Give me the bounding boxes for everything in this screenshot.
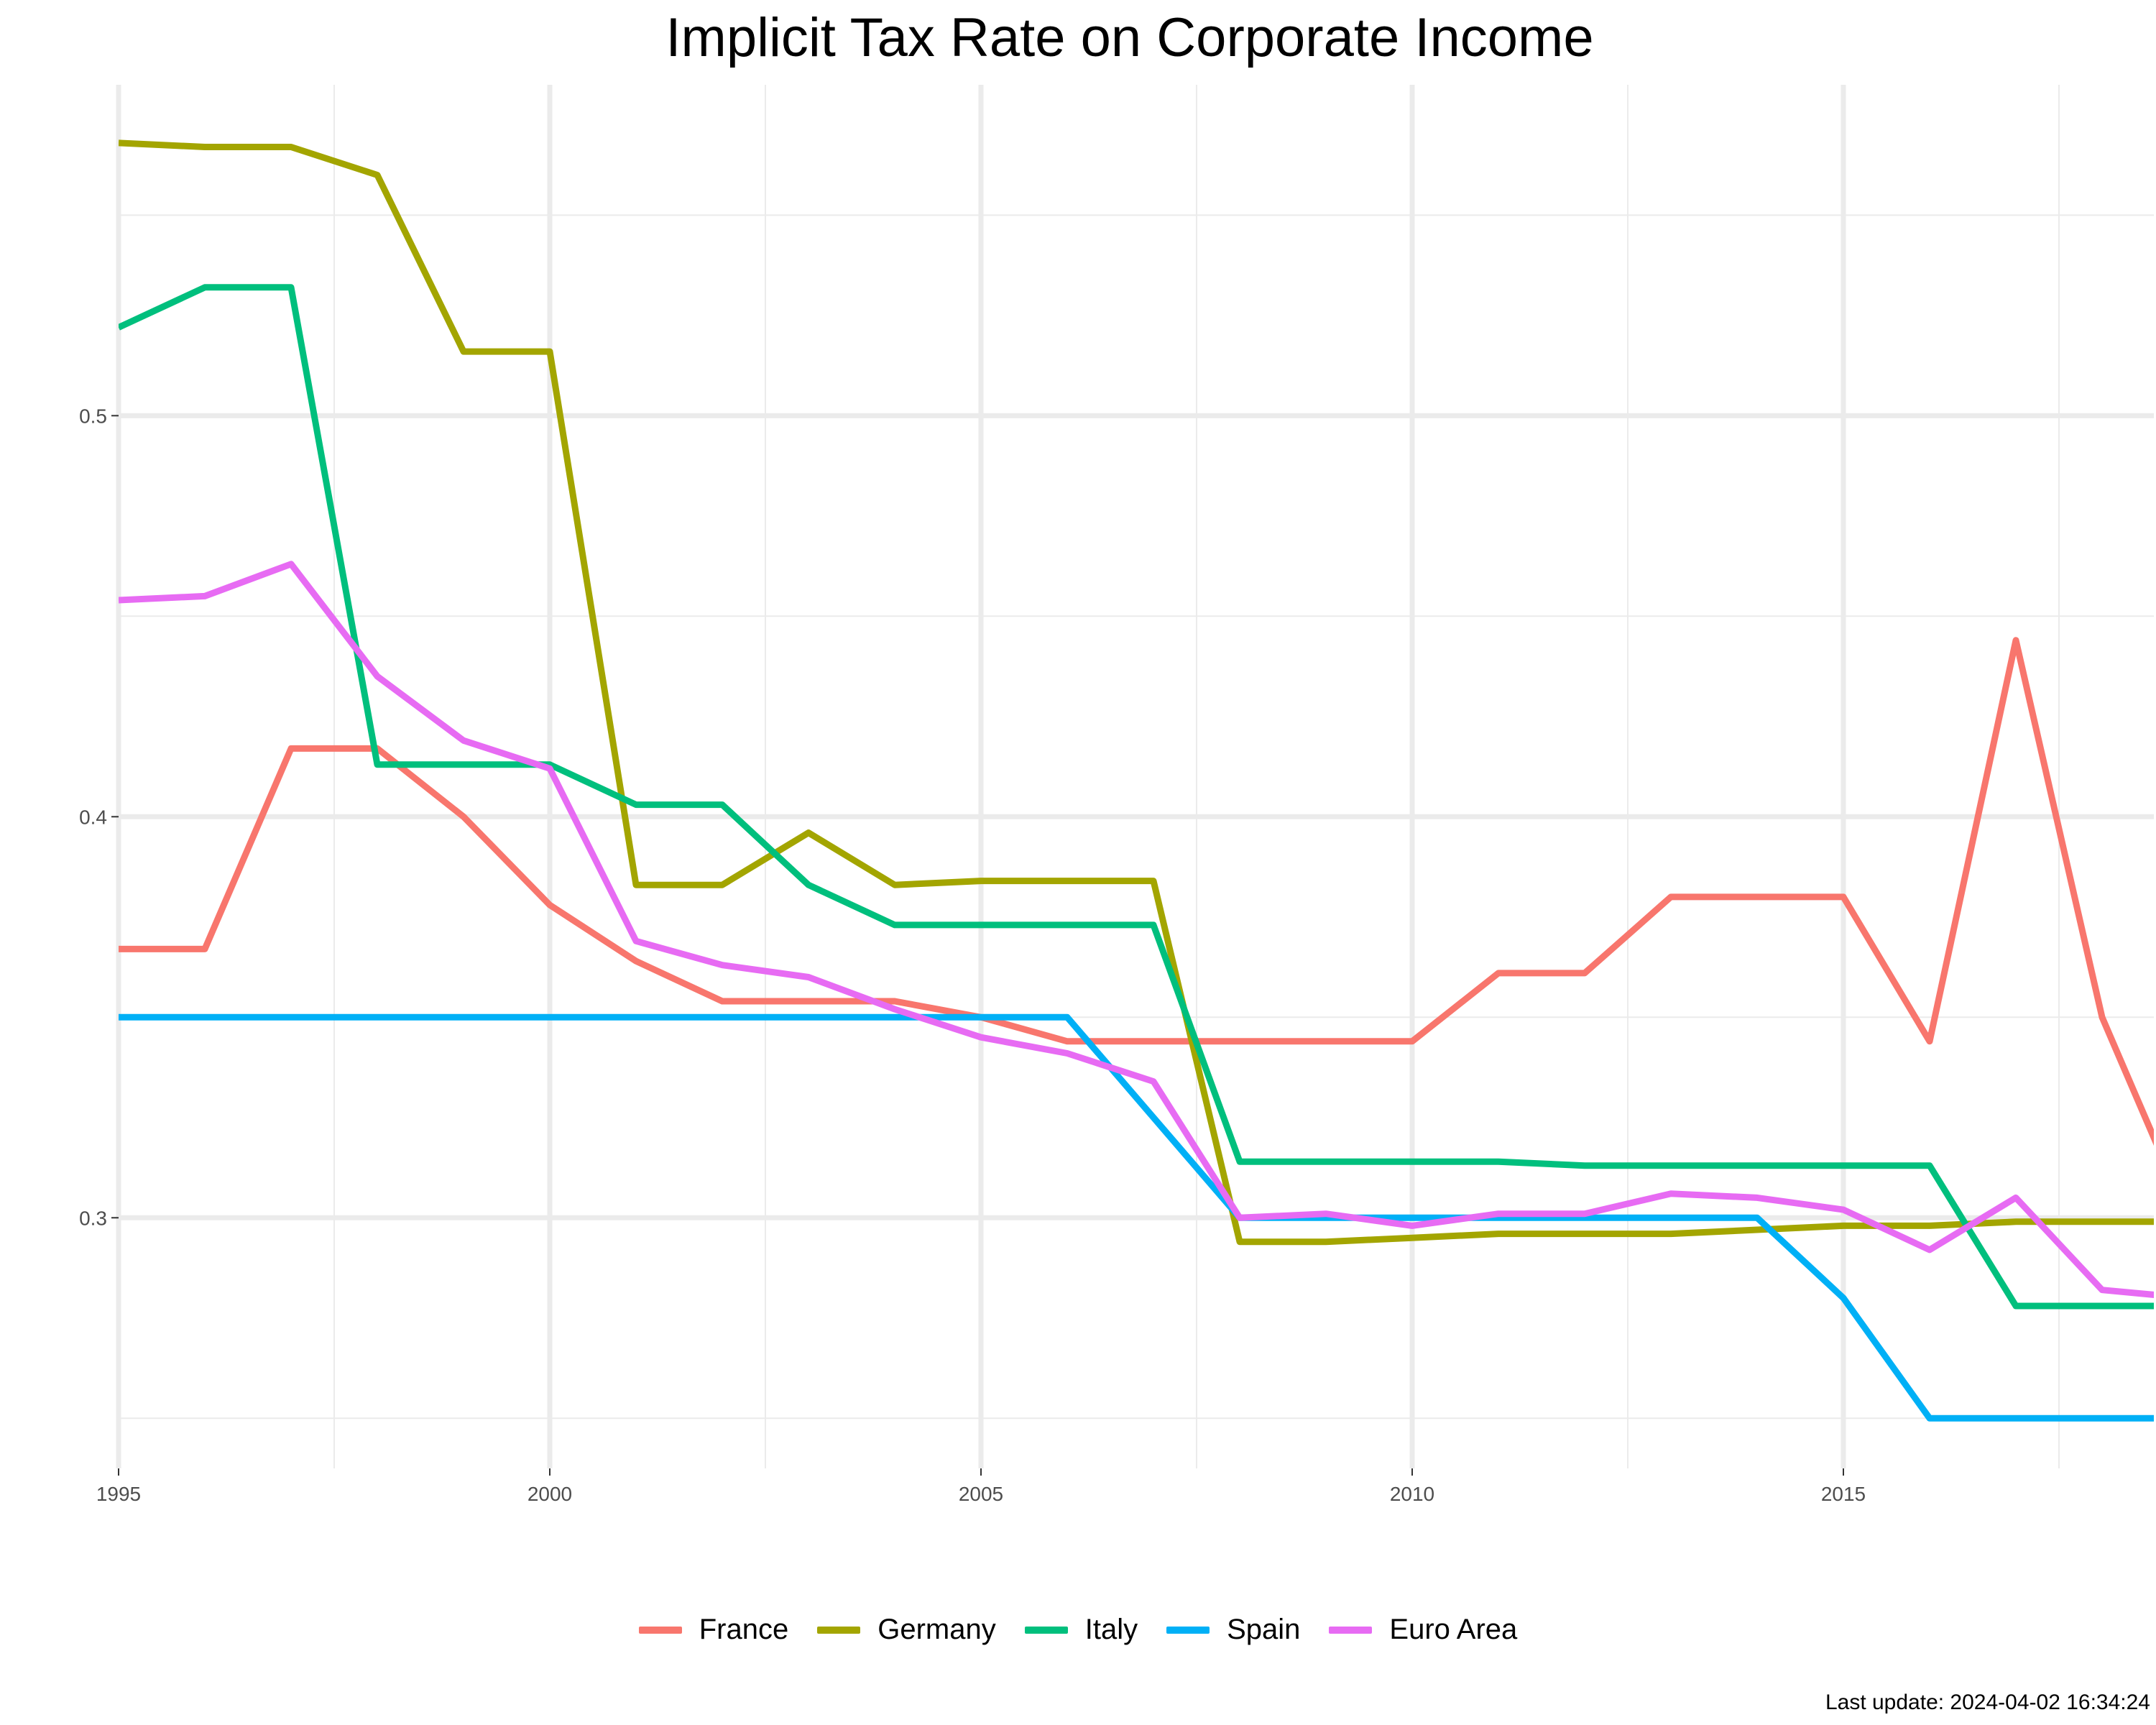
legend-swatch bbox=[1024, 1626, 1068, 1634]
y-tick-label: 0.5 bbox=[79, 405, 107, 427]
x-tick-label: 1995 bbox=[96, 1483, 141, 1505]
series-line-france bbox=[119, 637, 2154, 1146]
x-tick-label: 2000 bbox=[528, 1483, 572, 1505]
legend-label: Germany bbox=[877, 1614, 996, 1645]
legend: France Germany Italy Spain Euro Area bbox=[0, 1614, 2156, 1646]
legend-label: Italy bbox=[1084, 1614, 1138, 1645]
x-tick-label: 2005 bbox=[959, 1483, 1003, 1505]
y-tick-label: 0.3 bbox=[79, 1207, 107, 1229]
x-tick-label: 2015 bbox=[1821, 1483, 1866, 1505]
chart-title: Implicit Tax Rate on Corporate Income bbox=[665, 7, 1593, 68]
tick-marks bbox=[111, 415, 1844, 1476]
legend-swatch bbox=[1329, 1626, 1373, 1634]
legend-label: Spain bbox=[1227, 1614, 1301, 1645]
y-tick-label: 0.4 bbox=[79, 806, 107, 828]
legend-swatch bbox=[638, 1626, 682, 1634]
legend-item-spain: Spain bbox=[1166, 1614, 1300, 1646]
last-update-note: Last update: 2024-04-02 16:34:24 bbox=[1825, 1690, 2150, 1714]
series-line-italy bbox=[119, 284, 2154, 1310]
legend-label: France bbox=[699, 1614, 789, 1645]
legend-swatch bbox=[817, 1626, 861, 1634]
legend-item-euro-area: Euro Area bbox=[1329, 1614, 1517, 1646]
legend-swatch bbox=[1166, 1626, 1210, 1634]
legend-item-italy: Italy bbox=[1024, 1614, 1138, 1646]
series-line-euro-area bbox=[119, 561, 2154, 1298]
legend-item-france: France bbox=[638, 1614, 789, 1646]
legend-item-germany: Germany bbox=[817, 1614, 996, 1646]
series-line-germany bbox=[119, 139, 2154, 1246]
tick-labels: 1995 2000 2005 2010 2015 0.3 0.4 0.5 bbox=[79, 405, 1866, 1505]
series-line-spain bbox=[119, 1013, 2154, 1422]
series-lines bbox=[119, 139, 2154, 1422]
legend-label: Euro Area bbox=[1389, 1614, 1518, 1645]
x-tick-label: 2010 bbox=[1390, 1483, 1434, 1505]
grid-lines bbox=[116, 85, 2154, 1468]
